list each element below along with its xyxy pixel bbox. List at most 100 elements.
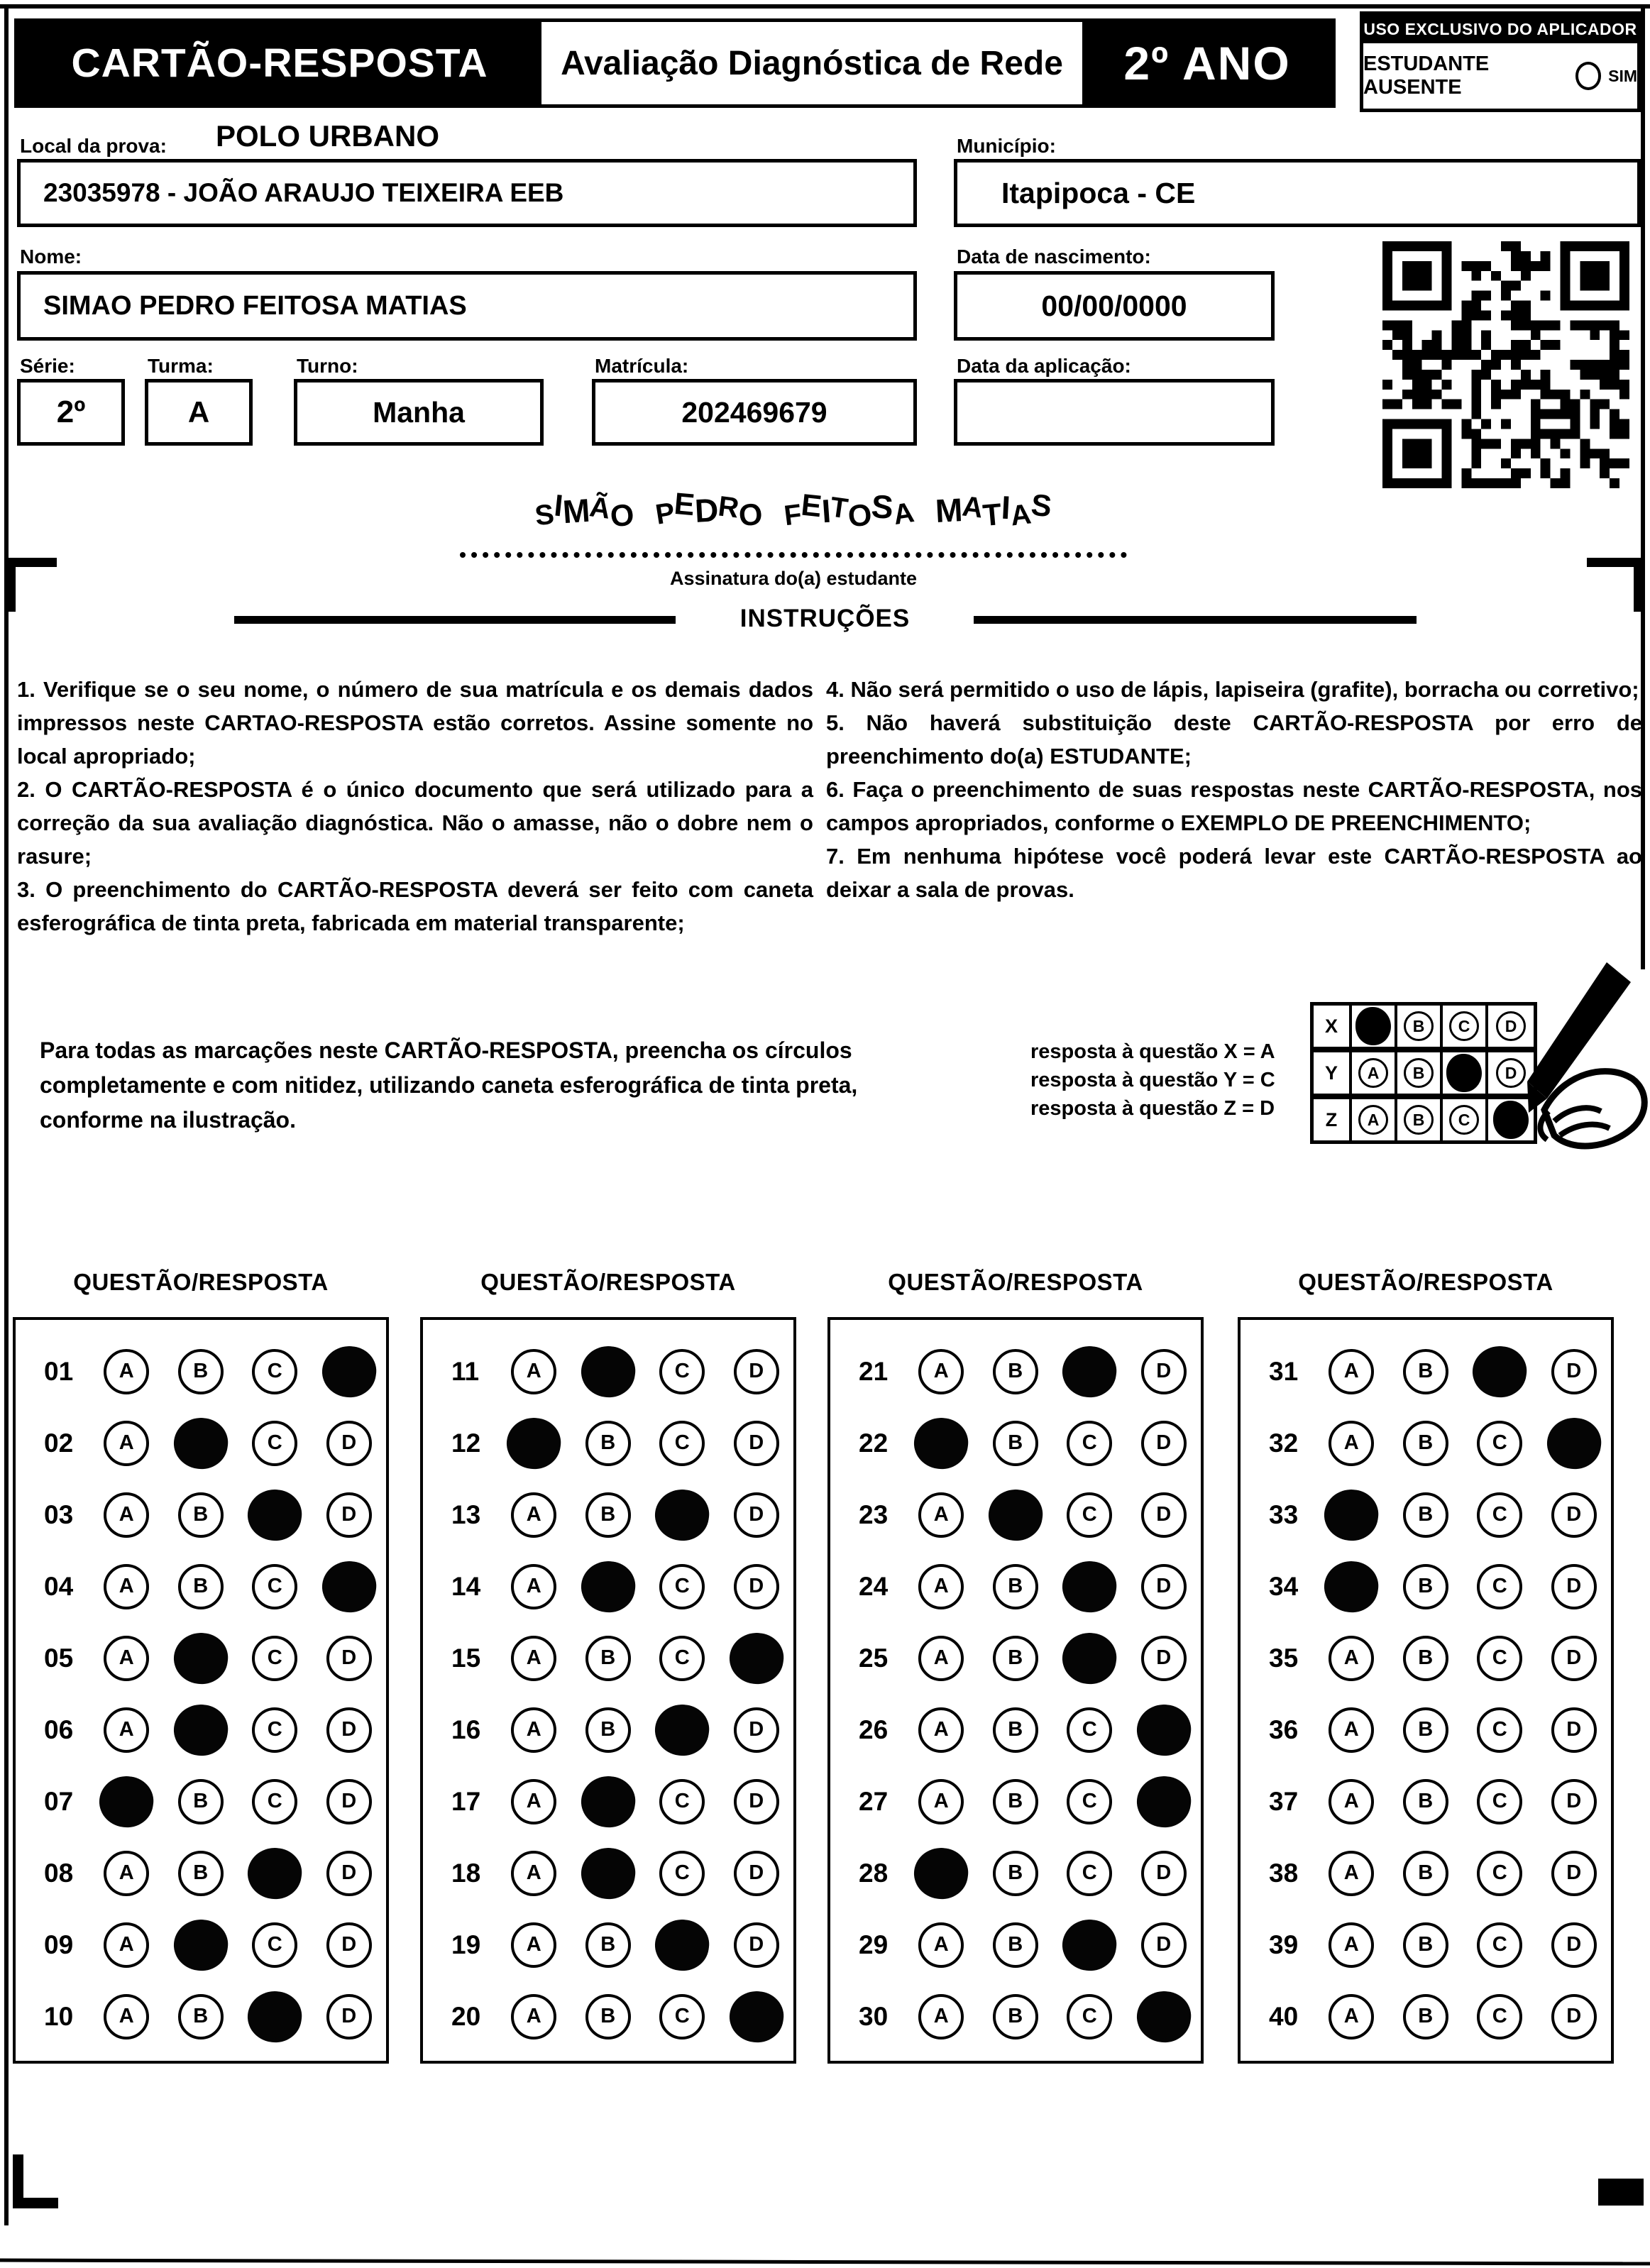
bubble-q15-A[interactable]: A: [511, 1635, 557, 1681]
bubble-q05-C[interactable]: C: [252, 1635, 298, 1681]
bubble-q27-D[interactable]: [1133, 1772, 1194, 1831]
bubble-q38-D[interactable]: D: [1551, 1850, 1597, 1896]
bubble-q20-C[interactable]: C: [659, 1993, 705, 2039]
bubble-q04-B[interactable]: B: [177, 1563, 224, 1609]
bubble-q16-D[interactable]: D: [733, 1707, 779, 1753]
bubble-q32-C[interactable]: C: [1477, 1420, 1523, 1466]
bubble-q04-A[interactable]: A: [104, 1563, 150, 1609]
bubble-q10-A[interactable]: A: [104, 1993, 150, 2039]
bubble-q36-A[interactable]: A: [1329, 1707, 1375, 1753]
bubble-q19-C[interactable]: [651, 1915, 713, 1974]
bubble-q39-D[interactable]: D: [1551, 1922, 1597, 1968]
bubble-q34-C[interactable]: C: [1477, 1563, 1523, 1609]
bubble-q17-C[interactable]: C: [659, 1778, 705, 1824]
bubble-q02-A[interactable]: A: [104, 1420, 150, 1466]
bubble-q07-D[interactable]: D: [326, 1778, 372, 1824]
bubble-q08-C[interactable]: [244, 1844, 305, 1903]
bubble-q30-D[interactable]: [1133, 1987, 1194, 2046]
bubble-q05-A[interactable]: A: [104, 1635, 150, 1681]
bubble-q14-C[interactable]: C: [659, 1563, 705, 1609]
bubble-q07-B[interactable]: B: [177, 1778, 224, 1824]
bubble-q06-D[interactable]: D: [326, 1707, 372, 1753]
bubble-q31-D[interactable]: D: [1551, 1348, 1597, 1394]
bubble-q03-A[interactable]: A: [104, 1492, 150, 1538]
bubble-q23-C[interactable]: C: [1067, 1492, 1113, 1538]
bubble-q26-C[interactable]: C: [1067, 1707, 1113, 1753]
bubble-q12-A[interactable]: [503, 1414, 564, 1472]
bubble-q13-B[interactable]: B: [585, 1492, 631, 1538]
bubble-q22-D[interactable]: D: [1140, 1420, 1187, 1466]
bubble-q37-B[interactable]: B: [1402, 1778, 1448, 1824]
bubble-q30-B[interactable]: B: [992, 1993, 1038, 2039]
bubble-q32-A[interactable]: A: [1329, 1420, 1375, 1466]
bubble-q35-B[interactable]: B: [1402, 1635, 1448, 1681]
bubble-q01-A[interactable]: A: [104, 1348, 150, 1394]
bubble-q29-B[interactable]: B: [992, 1922, 1038, 1968]
bubble-q12-D[interactable]: D: [733, 1420, 779, 1466]
bubble-q24-C[interactable]: [1059, 1557, 1120, 1616]
bubble-q02-B[interactable]: [170, 1414, 231, 1472]
bubble-q05-D[interactable]: D: [326, 1635, 372, 1681]
bubble-q15-C[interactable]: C: [659, 1635, 705, 1681]
bubble-q23-A[interactable]: A: [918, 1492, 964, 1538]
bubble-q18-D[interactable]: D: [733, 1850, 779, 1896]
bubble-q38-A[interactable]: A: [1329, 1850, 1375, 1896]
bubble-q04-D[interactable]: [319, 1557, 380, 1616]
bubble-q36-C[interactable]: C: [1477, 1707, 1523, 1753]
bubble-q30-A[interactable]: A: [918, 1993, 964, 2039]
bubble-q32-B[interactable]: B: [1402, 1420, 1448, 1466]
bubble-q19-B[interactable]: B: [585, 1922, 631, 1968]
bubble-q39-B[interactable]: B: [1402, 1922, 1448, 1968]
bubble-q10-C[interactable]: [244, 1987, 305, 2046]
bubble-q31-A[interactable]: A: [1329, 1348, 1375, 1394]
bubble-q09-B[interactable]: [170, 1915, 231, 1974]
bubble-q22-A[interactable]: [911, 1414, 972, 1472]
bubble-q14-B[interactable]: [578, 1557, 639, 1616]
bubble-q03-B[interactable]: B: [177, 1492, 224, 1538]
bubble-q39-A[interactable]: A: [1329, 1922, 1375, 1968]
bubble-q21-C[interactable]: [1059, 1342, 1120, 1401]
bubble-q35-C[interactable]: C: [1477, 1635, 1523, 1681]
bubble-q03-C[interactable]: [244, 1485, 305, 1544]
bubble-q38-C[interactable]: C: [1477, 1850, 1523, 1896]
bubble-q37-C[interactable]: C: [1477, 1778, 1523, 1824]
bubble-q06-A[interactable]: A: [104, 1707, 150, 1753]
bubble-q26-A[interactable]: A: [918, 1707, 964, 1753]
bubble-q18-C[interactable]: C: [659, 1850, 705, 1896]
bubble-q28-D[interactable]: D: [1140, 1850, 1187, 1896]
bubble-q35-D[interactable]: D: [1551, 1635, 1597, 1681]
bubble-q36-B[interactable]: B: [1402, 1707, 1448, 1753]
bubble-q33-C[interactable]: C: [1477, 1492, 1523, 1538]
bubble-q37-D[interactable]: D: [1551, 1778, 1597, 1824]
bubble-q14-D[interactable]: D: [733, 1563, 779, 1609]
bubble-q08-D[interactable]: D: [326, 1850, 372, 1896]
bubble-q13-D[interactable]: D: [733, 1492, 779, 1538]
bubble-q40-D[interactable]: D: [1551, 1993, 1597, 2039]
student-signature[interactable]: SIMÃO PEDRO FEITOSA MATIAS: [460, 487, 1127, 558]
bubble-q15-B[interactable]: B: [585, 1635, 631, 1681]
bubble-q23-D[interactable]: D: [1140, 1492, 1187, 1538]
bubble-q29-D[interactable]: D: [1140, 1922, 1187, 1968]
bubble-q27-A[interactable]: A: [918, 1778, 964, 1824]
bubble-q08-A[interactable]: A: [104, 1850, 150, 1896]
bubble-q01-B[interactable]: B: [177, 1348, 224, 1394]
bubble-q29-A[interactable]: A: [918, 1922, 964, 1968]
bubble-q24-D[interactable]: D: [1140, 1563, 1187, 1609]
bubble-q26-D[interactable]: [1133, 1700, 1194, 1759]
bubble-q13-A[interactable]: A: [511, 1492, 557, 1538]
bubble-q17-D[interactable]: D: [733, 1778, 779, 1824]
bubble-q34-B[interactable]: B: [1402, 1563, 1448, 1609]
bubble-q16-B[interactable]: B: [585, 1707, 631, 1753]
bubble-q30-C[interactable]: C: [1067, 1993, 1113, 2039]
bubble-q16-A[interactable]: A: [511, 1707, 557, 1753]
bubble-q10-B[interactable]: B: [177, 1993, 224, 2039]
bubble-q31-C[interactable]: [1469, 1342, 1530, 1401]
bubble-q07-C[interactable]: C: [252, 1778, 298, 1824]
bubble-q26-B[interactable]: B: [992, 1707, 1038, 1753]
bubble-q21-A[interactable]: A: [918, 1348, 964, 1394]
bubble-q11-C[interactable]: C: [659, 1348, 705, 1394]
bubble-q17-B[interactable]: [578, 1772, 639, 1831]
bubble-q40-B[interactable]: B: [1402, 1993, 1448, 2039]
bubble-q03-D[interactable]: D: [326, 1492, 372, 1538]
bubble-q22-B[interactable]: B: [992, 1420, 1038, 1466]
